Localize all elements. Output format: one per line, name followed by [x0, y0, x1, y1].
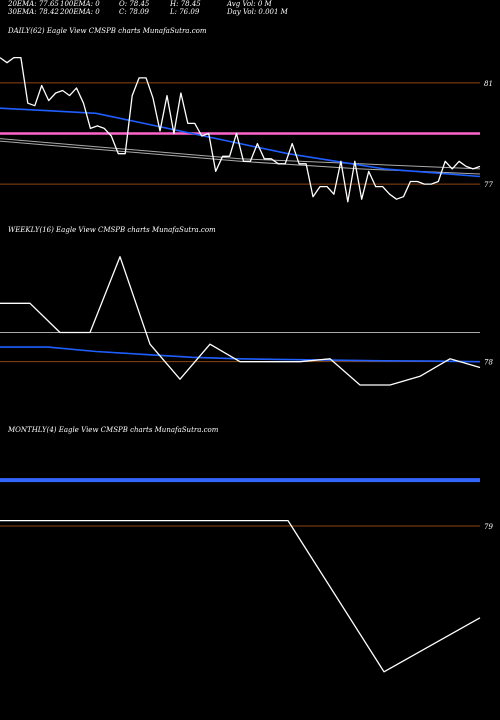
- header-close: C: 78.09: [119, 8, 149, 16]
- daily-ema-grey-line-2: [0, 138, 481, 170]
- daily-ema-blue-line: [0, 107, 481, 178]
- monthly-panel-title: MONTHLY(4) Eagle View CMSPB charts Munaf…: [8, 426, 219, 434]
- weekly-price-line: [0, 256, 481, 386]
- daily-panel-title: DAILY(62) Eagle View CMSPB charts Munafa…: [8, 27, 207, 35]
- header-high: H: 78.45: [170, 0, 201, 8]
- daily-ytick-0: 81: [484, 80, 493, 88]
- weekly-ema-blue-line: [0, 346, 481, 363]
- monthly-ytick-0: 79: [484, 523, 493, 531]
- header-100ema: 100EMA: 0: [60, 0, 100, 8]
- header-200ema: 200EMA: 0: [60, 8, 100, 16]
- header-open: O: 78.45: [119, 0, 150, 8]
- header-20ema: 20EMA: 77.65: [8, 0, 59, 8]
- weekly-ytick-0: 78: [484, 359, 493, 367]
- monthly-price-line: [0, 519, 481, 673]
- header-low: L: 76.09: [170, 8, 200, 16]
- weekly-panel-title: WEEKLY(16) Eagle View CMSPB charts Munaf…: [8, 226, 216, 234]
- header-day-vol: Day Vol: 0.001 M: [227, 8, 288, 16]
- daily-price-line: [0, 56, 481, 203]
- header-30ema: 30EMA: 78.42: [8, 8, 59, 16]
- daily-ytick-1: 77: [484, 181, 493, 189]
- header-avg-vol: Avg Vol: 0 M: [227, 0, 272, 8]
